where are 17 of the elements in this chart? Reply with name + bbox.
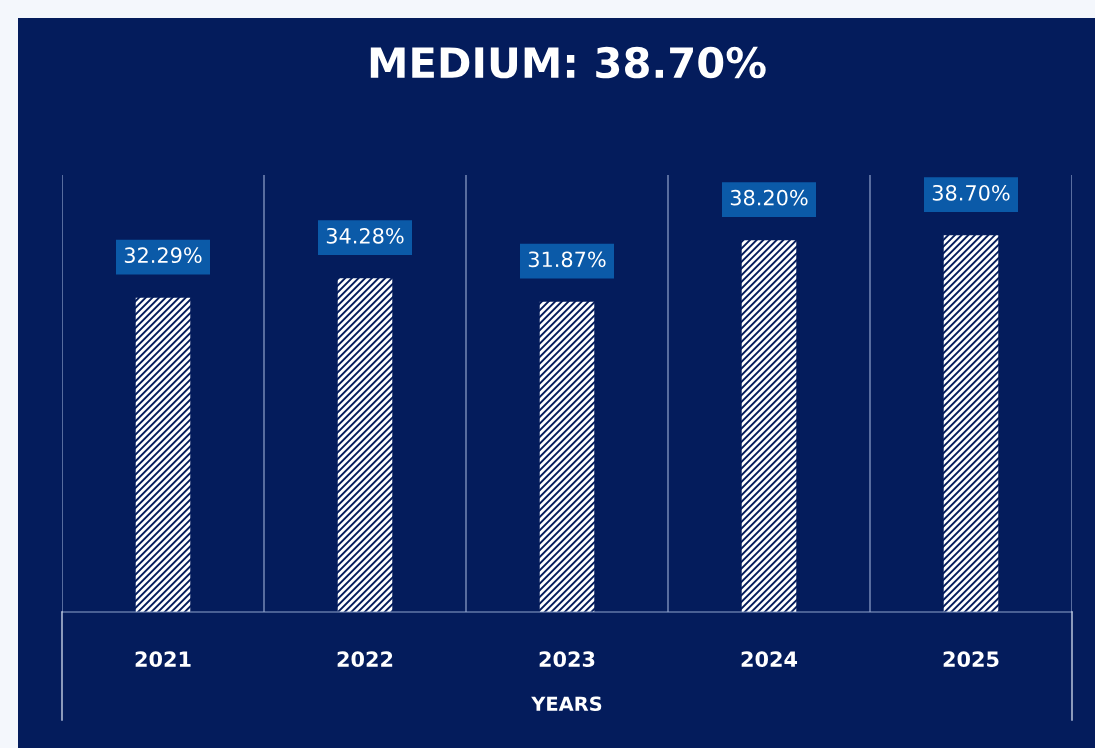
data-label: 34.28% <box>326 227 404 244</box>
chart-title: MEDIUM: 38.70% <box>370 46 766 79</box>
bar <box>135 297 191 612</box>
x-tick-label: 2025 <box>943 651 999 668</box>
data-label: 31.87% <box>528 251 606 268</box>
bar <box>337 278 393 612</box>
data-label: 38.20% <box>730 189 808 206</box>
bar <box>943 235 999 612</box>
data-label: 32.29% <box>124 247 202 264</box>
x-tick-label: 2023 <box>539 651 595 668</box>
bar <box>539 301 595 612</box>
x-tick-label: 2021 <box>135 651 191 668</box>
x-axis-title: YEARS <box>531 696 602 712</box>
data-label: 38.70% <box>932 184 1010 201</box>
x-tick-label: 2024 <box>741 651 798 668</box>
bar <box>741 240 797 612</box>
x-tick-label: 2022 <box>337 651 393 668</box>
